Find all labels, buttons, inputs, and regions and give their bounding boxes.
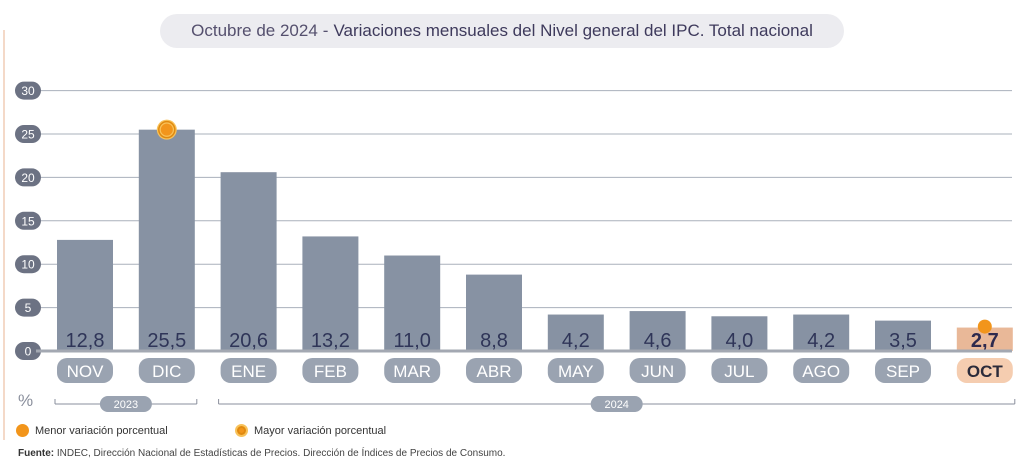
bar-value-label: 4,2 bbox=[562, 330, 590, 352]
month-pill bbox=[711, 358, 768, 383]
bar bbox=[875, 320, 931, 351]
bar bbox=[138, 129, 195, 351]
bar bbox=[547, 314, 604, 351]
bar bbox=[466, 274, 522, 351]
y-tick-label: 0 bbox=[25, 345, 32, 359]
source-note: Fuente: INDEC, Dirección Nacional de Est… bbox=[18, 448, 505, 459]
bar-value-label: 25,5 bbox=[147, 330, 186, 352]
y-tick-pill bbox=[15, 298, 41, 317]
month-pill bbox=[57, 358, 113, 383]
max-marker-icon bbox=[235, 424, 248, 437]
bar bbox=[629, 311, 686, 351]
month-pill bbox=[220, 358, 277, 383]
y-axis-unit: % bbox=[18, 391, 33, 410]
month-label: MAY bbox=[558, 362, 594, 381]
y-tick-pill bbox=[15, 81, 41, 100]
y-tick-pill bbox=[15, 125, 41, 143]
month-label: NOV bbox=[67, 362, 105, 381]
title-separator: - bbox=[322, 21, 329, 40]
y-tick-pill bbox=[15, 168, 41, 187]
bar bbox=[711, 316, 768, 351]
y-tick-label: 10 bbox=[21, 258, 35, 272]
legend-max: Mayor variación porcentual bbox=[235, 424, 386, 437]
bar bbox=[956, 327, 1013, 351]
legend-max-label: Mayor variación porcentual bbox=[254, 424, 387, 437]
bar-value-label: 4,6 bbox=[644, 330, 672, 352]
y-tick-label: 20 bbox=[21, 171, 35, 185]
bar bbox=[57, 239, 113, 351]
y-tick-label: 15 bbox=[21, 214, 35, 228]
bar-value-label: 13,2 bbox=[311, 330, 350, 352]
year-label: 2023 bbox=[114, 399, 138, 411]
month-pill bbox=[302, 358, 359, 383]
month-label: OCT bbox=[967, 362, 1004, 381]
min-marker-icon bbox=[16, 424, 29, 437]
month-pill bbox=[956, 358, 1013, 383]
month-pill bbox=[384, 358, 441, 383]
source-text: INDEC, Dirección Nacional de Estadística… bbox=[56, 448, 506, 459]
title-text: Variaciones mensuales del Nivel general … bbox=[333, 21, 813, 40]
legend-min-label: Menor variación porcentual bbox=[35, 424, 168, 437]
month-label: ABR bbox=[477, 362, 512, 381]
year-label: 2024 bbox=[604, 399, 628, 411]
max-marker-edge bbox=[158, 120, 176, 139]
bar-value-label: 12,8 bbox=[66, 330, 105, 352]
year-pill bbox=[99, 396, 152, 412]
bar-value-label: 2,7 bbox=[971, 330, 999, 352]
bar bbox=[302, 236, 359, 351]
month-pill bbox=[466, 358, 522, 383]
month-pill bbox=[793, 358, 850, 383]
bar bbox=[793, 314, 850, 351]
bar bbox=[384, 255, 441, 351]
month-label: JUL bbox=[724, 362, 754, 381]
bar-value-label: 4,2 bbox=[807, 330, 835, 352]
source-prefix: Fuente: bbox=[18, 448, 55, 459]
bar-value-label: 8,8 bbox=[480, 330, 508, 352]
y-tick-pill bbox=[15, 211, 41, 230]
year-pill bbox=[590, 396, 643, 412]
y-tick-pill bbox=[15, 342, 41, 360]
month-pill bbox=[547, 358, 604, 383]
month-label: ENE bbox=[231, 362, 266, 381]
bar bbox=[220, 172, 277, 351]
month-pill bbox=[138, 358, 195, 383]
month-pill bbox=[629, 358, 686, 383]
y-tick-label: 25 bbox=[21, 128, 35, 142]
bar-value-label: 4,0 bbox=[725, 330, 753, 352]
bar-value-label: 11,0 bbox=[393, 330, 430, 352]
month-label: DIC bbox=[152, 362, 181, 381]
month-label: AGO bbox=[802, 362, 840, 381]
month-label: MAR bbox=[393, 362, 431, 381]
y-tick-label: 5 bbox=[25, 301, 32, 315]
min-marker bbox=[977, 319, 992, 334]
month-pill bbox=[875, 358, 931, 383]
y-tick-pill bbox=[15, 255, 41, 274]
month-label: FEB bbox=[314, 362, 347, 381]
month-label: JUN bbox=[641, 362, 674, 381]
left-accent-rule bbox=[3, 30, 5, 440]
month-label: SEP bbox=[886, 362, 920, 381]
bar-value-label: 20,6 bbox=[229, 330, 268, 352]
y-tick-label: 30 bbox=[21, 84, 35, 98]
max-marker bbox=[160, 123, 173, 136]
title-date: Octubre de 2024 bbox=[191, 21, 318, 40]
legend-min: Menor variación porcentual bbox=[16, 424, 168, 437]
bar-value-label: 3,5 bbox=[889, 330, 917, 352]
chart-title: Octubre de 2024 - Variaciones mensuales … bbox=[160, 14, 844, 48]
